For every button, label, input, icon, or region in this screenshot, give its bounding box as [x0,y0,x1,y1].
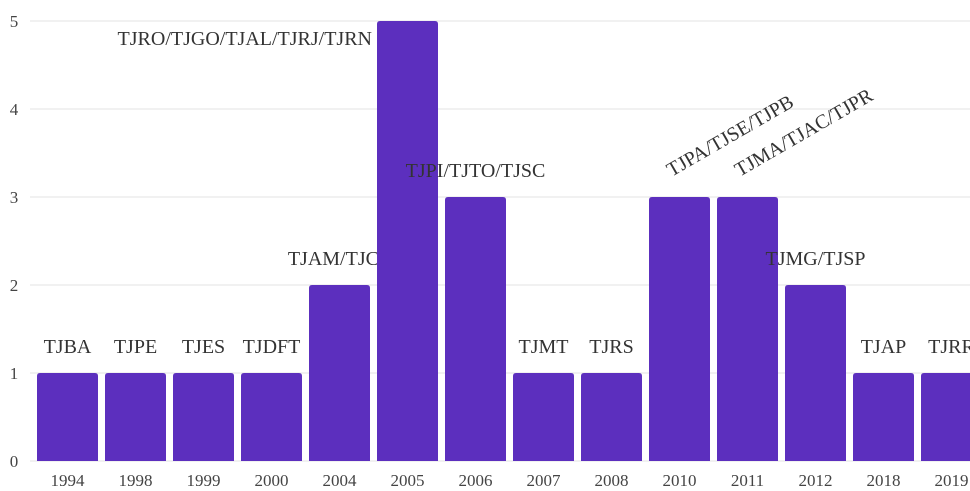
x-tick-label: 1999 [187,471,221,490]
bar [377,21,438,461]
bar [785,285,846,461]
x-tick-label: 2004 [323,471,358,490]
bar [445,197,506,461]
x-tick-label: 2011 [731,471,764,490]
bar [581,373,642,461]
data-label: TJRR [928,336,970,358]
data-label: TJRO/TJGO/TJAL/TJRJ/TJRN [118,28,372,50]
bar [921,373,970,461]
data-label: TJPI/TJTO/TJSC [406,160,546,182]
y-tick-label: 1 [10,364,19,383]
data-label: TJAP [861,336,907,358]
bar [37,373,98,461]
bar [105,373,166,461]
x-tick-label: 1994 [51,471,86,490]
x-tick-label: 2006 [459,471,493,490]
data-label: TJAM/TJCE [288,248,391,270]
bar [241,373,302,461]
data-label: TJES [182,336,225,358]
data-label: TJPE [114,336,157,358]
y-tick-label: 0 [10,452,19,471]
x-tick-label: 2000 [255,471,289,490]
x-tick-label: 2008 [595,471,629,490]
bar [309,285,370,461]
x-tick-label: 2018 [867,471,901,490]
y-tick-label: 3 [10,188,19,207]
x-tick-label: 2012 [799,471,833,490]
bar [853,373,914,461]
bar [513,373,574,461]
x-tick-label: 2007 [527,471,562,490]
x-tick-label: 2005 [391,471,425,490]
data-label: TJDFT [243,336,301,358]
bar [717,197,778,461]
y-tick-label: 4 [10,100,19,119]
data-label: TJRS [589,336,633,358]
data-label: TJBA [44,336,92,358]
x-tick-label: 2019 [935,471,969,490]
data-label: TJMT [519,336,569,358]
y-tick-label: 2 [10,276,19,295]
bar [173,373,234,461]
x-tick-label: 2010 [663,471,697,490]
data-label: TJMG/TJSP [765,248,865,270]
bar [649,197,710,461]
x-tick-label: 1998 [119,471,153,490]
y-tick-label: 5 [10,12,19,31]
